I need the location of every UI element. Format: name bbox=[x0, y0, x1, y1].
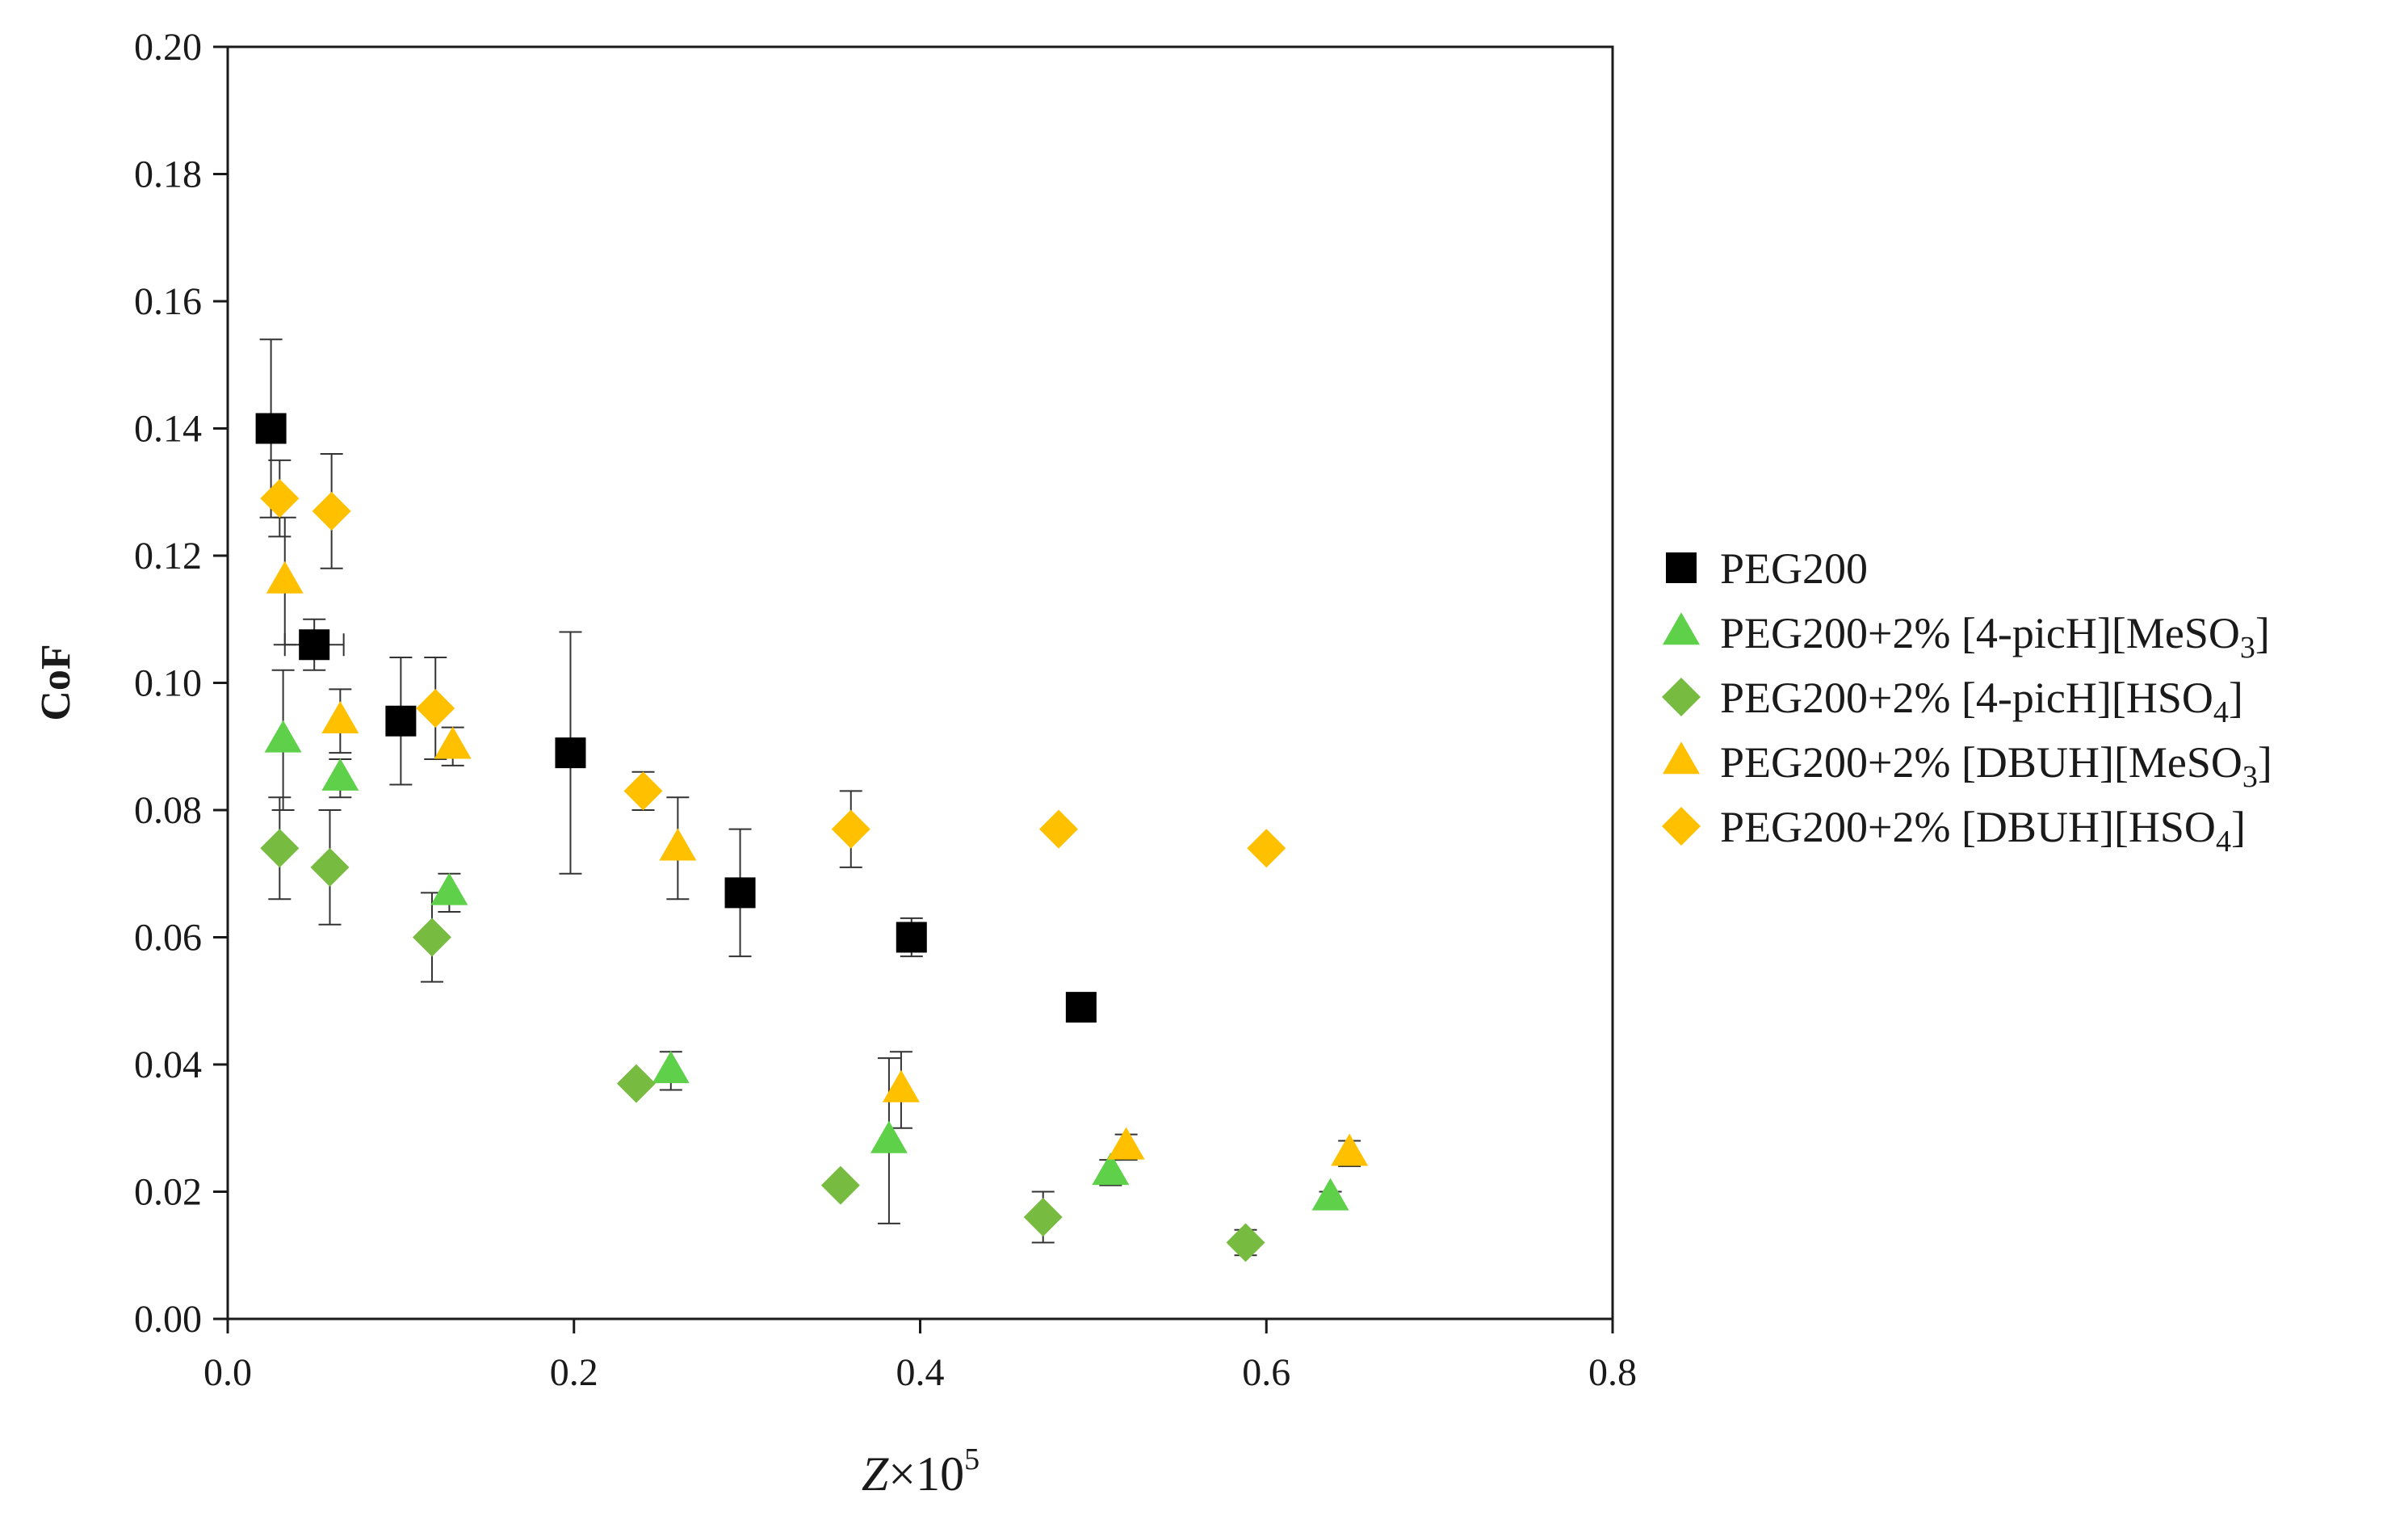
x-tick-label: 0.2 bbox=[550, 1351, 598, 1394]
data-point bbox=[321, 758, 359, 791]
data-point bbox=[1247, 829, 1286, 868]
y-tick-label: 0.04 bbox=[134, 1043, 202, 1086]
y-axis-title: CoF bbox=[33, 644, 79, 720]
data-point bbox=[310, 847, 350, 887]
data-point bbox=[652, 1051, 690, 1084]
data-point bbox=[555, 737, 586, 769]
data-point bbox=[1092, 1153, 1130, 1186]
data-point bbox=[896, 922, 927, 953]
data-point bbox=[1311, 1178, 1349, 1211]
y-tick-label: 0.18 bbox=[134, 153, 202, 196]
x-axis-exponent: 5 bbox=[964, 1442, 980, 1476]
data-point bbox=[264, 720, 302, 753]
data-point bbox=[255, 413, 287, 444]
data-point bbox=[1226, 1223, 1265, 1262]
legend-entry: PEG200+2% [DBUH][MeSO3] bbox=[1720, 738, 2272, 794]
data-point bbox=[882, 1069, 920, 1102]
data-point bbox=[1039, 809, 1078, 849]
y-tick-label: 0.10 bbox=[134, 662, 202, 705]
legend-label-end: ] bbox=[2231, 803, 2246, 851]
y-tick-label: 0.14 bbox=[134, 408, 202, 451]
data-point bbox=[430, 872, 468, 905]
data-point bbox=[659, 828, 697, 861]
legend-marker bbox=[1662, 807, 1701, 846]
x-axis-title: Z×105 bbox=[862, 1442, 980, 1501]
data-point bbox=[321, 700, 359, 733]
legend-marker bbox=[1663, 741, 1700, 775]
data-point bbox=[820, 1165, 860, 1205]
data-point bbox=[266, 561, 304, 594]
legend-label-main: PEG200+2% [4-picH][MeSO bbox=[1720, 609, 2240, 657]
x-tick-label: 0.6 bbox=[1242, 1351, 1290, 1394]
y-tick-label: 0.12 bbox=[134, 535, 202, 577]
data-point bbox=[616, 1064, 656, 1103]
legend-label-subscript: 4 bbox=[2216, 825, 2231, 859]
y-tick-label: 0.20 bbox=[134, 26, 202, 69]
legend-marker bbox=[1666, 552, 1697, 583]
y-tick-label: 0.16 bbox=[134, 280, 202, 323]
legend-label-main: PEG200+2% [DBUH][MeSO bbox=[1720, 738, 2242, 787]
y-tick-label: 0.08 bbox=[134, 789, 202, 832]
data-point bbox=[385, 705, 417, 737]
legend-marker bbox=[1662, 678, 1701, 716]
x-axis-variable: Z bbox=[862, 1447, 889, 1501]
legend-label-end: ] bbox=[2255, 609, 2270, 657]
data-markers bbox=[255, 413, 1369, 1262]
legend-label-main: PEG200+2% [4-picH][HSO bbox=[1720, 674, 2213, 722]
legend-label-subscript: 3 bbox=[2240, 631, 2255, 665]
data-point bbox=[412, 917, 451, 957]
data-point bbox=[724, 877, 756, 909]
data-point bbox=[299, 629, 330, 661]
x-tick-label: 0.0 bbox=[203, 1351, 252, 1394]
axis-ticks: 0.00 0.02 0.04 0.06 0.08 0.10 0.12 0.14 0.16 0.18… bbox=[134, 26, 1637, 1394]
legend-label-main: PEG200 bbox=[1720, 544, 1868, 593]
legend-label-end: ] bbox=[2229, 674, 2243, 722]
y-tick-label: 0.02 bbox=[134, 1171, 202, 1214]
data-point bbox=[260, 829, 300, 868]
y-tick-label: 0.06 bbox=[134, 917, 202, 959]
legend-marker bbox=[1663, 612, 1700, 645]
legend-entry: PEG200+2% [DBUH][HSO4] bbox=[1720, 803, 2246, 859]
data-point bbox=[1331, 1133, 1369, 1166]
data-point bbox=[260, 479, 300, 519]
data-point bbox=[870, 1120, 908, 1153]
data-point bbox=[1107, 1127, 1145, 1160]
x-tick-label: 0.8 bbox=[1588, 1351, 1637, 1394]
data-point bbox=[831, 809, 870, 849]
legend-label-main: PEG200+2% [DBUH][HSO bbox=[1720, 803, 2216, 851]
legend-label-subscript: 4 bbox=[2213, 695, 2229, 729]
data-point bbox=[1023, 1198, 1063, 1237]
legend-label-end: ] bbox=[2258, 738, 2272, 787]
x-axis-scale: ×10 bbox=[888, 1447, 964, 1501]
data-point bbox=[312, 491, 351, 531]
data-point bbox=[623, 771, 663, 811]
data-point bbox=[434, 726, 472, 759]
legend-entry: PEG200+2% [4-picH][MeSO3] bbox=[1720, 609, 2270, 665]
data-point bbox=[1065, 992, 1097, 1023]
legend-entry: PEG200 bbox=[1720, 544, 1868, 593]
y-tick-label: 0.00 bbox=[134, 1298, 202, 1341]
legend-entry: PEG200+2% [4-picH][HSO4] bbox=[1720, 674, 2243, 729]
legend-label-subscript: 3 bbox=[2242, 760, 2258, 794]
x-tick-label: 0.4 bbox=[896, 1351, 945, 1394]
data-point bbox=[416, 689, 455, 728]
